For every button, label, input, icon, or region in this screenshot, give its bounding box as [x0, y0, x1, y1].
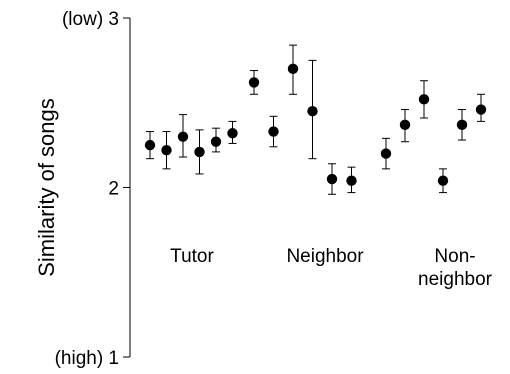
data-point	[437, 175, 449, 186]
data-point	[399, 119, 411, 130]
data-point	[418, 94, 430, 105]
category-labels: Tutor Neighbor Non-neighbor	[170, 246, 492, 290]
group-0	[144, 114, 238, 175]
group-2	[380, 80, 487, 194]
data-point	[456, 119, 468, 130]
data-point	[210, 136, 222, 147]
data-point	[194, 146, 205, 158]
data-point	[144, 139, 156, 151]
data-point	[248, 77, 260, 88]
data-point	[287, 63, 299, 75]
category-label: Neighbor	[286, 246, 364, 267]
data-point	[268, 126, 279, 137]
group-1	[248, 44, 357, 195]
y-axis-title: Similarity of songs	[34, 98, 59, 277]
category-label: neighbor	[418, 269, 493, 290]
data-point	[227, 128, 238, 139]
data-points	[144, 44, 487, 195]
data-point	[307, 106, 318, 117]
data-point	[177, 131, 189, 142]
y-tick-label: 2	[108, 179, 119, 200]
data-point	[475, 104, 487, 115]
data-point	[161, 145, 172, 156]
data-point	[380, 148, 392, 159]
y-tick-label: (high) 1	[55, 348, 119, 369]
y-axis: (low) 3 2 (high) 1 Similarity of songs	[34, 9, 131, 369]
y-tick-label: (low) 3	[62, 9, 119, 30]
category-label: Non-	[434, 246, 475, 267]
data-point	[326, 173, 338, 185]
data-point	[346, 175, 357, 186]
category-label: Tutor	[170, 246, 214, 267]
